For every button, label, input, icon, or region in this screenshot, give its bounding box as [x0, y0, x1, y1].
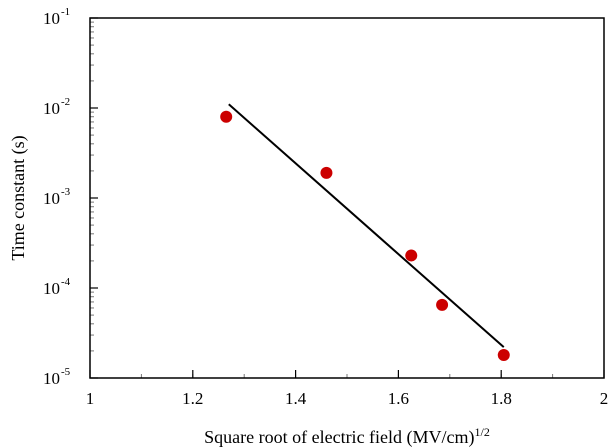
x-tick-label: 1.6: [388, 389, 409, 408]
data-points: [220, 110, 510, 362]
x-tick-label: 2: [600, 389, 609, 408]
x-tick-label: 1: [86, 389, 95, 408]
x-axis-title-text: Square root of electric field (MV/cm): [204, 427, 474, 448]
y-tick-exponent: -4: [61, 276, 71, 288]
y-tick-label: 10: [43, 189, 60, 208]
major-ticks: [89, 17, 605, 379]
data-point: [220, 110, 233, 123]
fit-line: [228, 103, 505, 348]
y-tick-exponent: -1: [61, 6, 70, 18]
y-tick-label: 10: [43, 9, 60, 28]
plot-frame: [89, 17, 605, 379]
x-axis-title-exponent: 1/2: [475, 425, 490, 439]
y-tick-label: 10: [43, 369, 60, 388]
data-point: [497, 349, 510, 362]
y-tick-label: 10: [43, 99, 60, 118]
minor-ticks: [89, 21, 605, 378]
y-tick-labels: 10-110-210-310-410-5: [43, 6, 71, 388]
y-tick-exponent: -2: [61, 96, 70, 108]
data-point: [320, 166, 333, 179]
data-point: [436, 298, 449, 311]
y-tick-exponent: -5: [61, 366, 71, 378]
y-tick-label: 10: [43, 279, 60, 298]
x-axis-title: Square root of electric field (MV/cm)1/2: [204, 425, 490, 448]
x-tick-label: 1.8: [491, 389, 512, 408]
data-point: [405, 249, 418, 262]
x-tick-label: 1.2: [182, 389, 203, 408]
x-tick-labels: 1 1.2 1.4 1.6 1.8 2: [86, 389, 609, 408]
y-tick-exponent: -3: [61, 186, 71, 198]
y-axis-title: Time constant (s): [8, 135, 29, 260]
fit-line-group: [228, 103, 505, 348]
x-tick-label: 1.4: [285, 389, 307, 408]
